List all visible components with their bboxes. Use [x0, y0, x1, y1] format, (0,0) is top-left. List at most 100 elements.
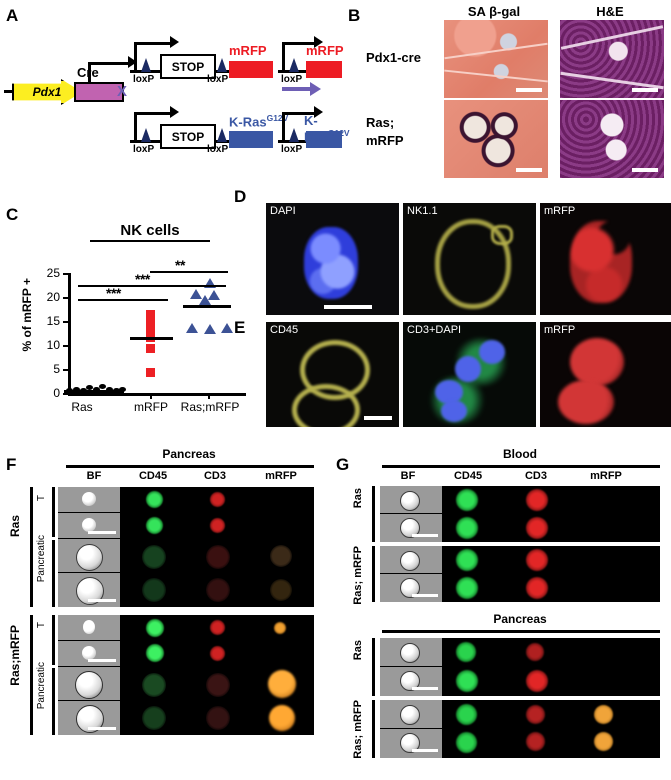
panel-b-row-label-0: Pdx1-cre: [366, 50, 421, 65]
panel-c-xtick-rasmrfp: Ras;mRFP: [180, 400, 240, 414]
data-point: [106, 387, 113, 392]
panel-c-y-axis-label: % of mRFP +: [20, 278, 34, 352]
loxp-site-icon: [141, 58, 151, 72]
mean-line-rasmrfp: [183, 305, 231, 308]
panel-e-label-mrfp: mRFP: [544, 324, 576, 336]
panel-c-ytick-0: 0: [53, 386, 60, 400]
panel-f-group-label-ras: Ras: [8, 515, 22, 538]
data-point: [146, 344, 155, 353]
data-point: [204, 324, 216, 334]
panel-g-tissue-blood: Blood: [503, 447, 537, 461]
data-point: [204, 278, 216, 288]
panel-g-tissue-pancreas: Pancreas: [493, 612, 547, 626]
panel-e-image-mrfp: mRFP: [540, 322, 671, 427]
panel-f-block-ras: [58, 487, 314, 607]
panel-c-ytick-15: 15: [46, 314, 60, 328]
sig-bar-mrfp-rasmrfp: [150, 271, 228, 273]
panel-g-pancreas-group-rasmrfp: Ras; mRFP: [352, 700, 364, 759]
panel-c-ytick-20: 20: [46, 290, 60, 304]
mrfp-box: [306, 61, 342, 78]
cross-symbol: X: [117, 83, 128, 100]
panel-d-image-mrfp: mRFP: [540, 203, 671, 315]
loxp-site-icon: [217, 128, 227, 142]
panel-b-image-he-rasmrfp: [560, 100, 664, 178]
panel-g-block-blood-rasmrfp: [380, 546, 660, 602]
panel-g-blood-group-rasmrfp: Ras; mRFP: [352, 546, 364, 605]
data-point: [146, 318, 155, 327]
cre-box: [74, 82, 124, 102]
loxp-site-icon: [289, 58, 299, 72]
panel-g-col-bf: BF: [400, 470, 416, 482]
loxp-label: loxP: [207, 74, 229, 85]
sig-bar-ras-mrfp: [78, 299, 168, 301]
kras-label: K-RasG12V: [229, 113, 288, 129]
panel-f-subrow-pancreatic: Pancreatic: [36, 535, 47, 583]
panel-b-image-he-pdx1cre: [560, 20, 664, 98]
data-point: [146, 368, 155, 377]
data-point: [208, 290, 220, 300]
panel-e-label-cd3dapi: CD3+DAPI: [407, 324, 462, 336]
cre-label: Cre: [77, 65, 99, 80]
panel-c-ytick-10: 10: [46, 338, 60, 352]
panel-f-subrow-t: T: [36, 622, 47, 629]
panel-f-col-bf: BF: [86, 470, 102, 482]
panel-c-title: NK cells: [90, 222, 210, 242]
sig-bar-ras-rasmrfp: [78, 285, 226, 287]
panel-a-letter: A: [6, 6, 19, 25]
panel-c-plot: % of mRFP + 25 20 15 10 5 0 Ras mRFP Ras…: [20, 257, 250, 414]
panel-f-subrow-t: T: [36, 495, 47, 502]
recombination-arrow-icon: [310, 82, 321, 96]
panel-d-label-nk11: NK1.1: [407, 205, 438, 217]
kras-box: [229, 131, 273, 148]
kras-superscript: G12V: [327, 128, 350, 138]
loxp-site-icon: [141, 128, 151, 142]
data-point: [146, 327, 155, 336]
panel-c-xtick-ras: Ras: [71, 400, 93, 414]
data-point: [93, 387, 100, 392]
data-point: [99, 384, 106, 389]
stop-cassette: STOP: [160, 124, 216, 149]
loxp-site-icon: [289, 128, 299, 142]
panel-g-col-cd45: CD45: [453, 470, 483, 482]
mrfp-label: mRFP: [306, 43, 344, 58]
panel-e-label-cd45: CD45: [270, 324, 299, 336]
panel-e-image-cd3dapi: CD3+DAPI: [403, 322, 536, 427]
panel-c-ytick-5: 5: [53, 362, 60, 376]
panel-f-col-mrfp: mRFP: [265, 470, 297, 482]
panel-e-image-cd45: CD45: [266, 322, 399, 427]
mean-line-ras: [64, 390, 124, 393]
panel-e-letter: E: [234, 318, 246, 337]
loxp-label: loxP: [281, 74, 303, 85]
panel-g-letter: G: [336, 455, 350, 474]
kras-superscript: G12V: [266, 113, 289, 123]
stop-cassette: STOP: [160, 54, 216, 79]
panel-e-scalebar: [364, 416, 392, 420]
data-point: [221, 323, 233, 333]
panel-g-block-pancreas-ras: [380, 638, 660, 696]
sig-star-ras-mrfp: ***: [106, 285, 121, 301]
panel-f-subrow-pancreatic: Pancreatic: [36, 662, 47, 710]
panel-f-col-cd3: CD3: [203, 470, 226, 482]
panel-f-group-label-rasmrfp: Ras;mRFP: [8, 625, 22, 686]
panel-c-xtick-mrfp: mRFP: [134, 400, 168, 414]
kras-text: K-Ras: [304, 113, 328, 145]
data-point: [186, 323, 198, 333]
data-point: [73, 387, 80, 392]
panel-c-letter: C: [6, 205, 19, 224]
pdx1-promoter-arrow: Pdx1: [12, 79, 82, 105]
loxp-label: loxP: [133, 144, 155, 155]
panel-g-block-blood-ras: [380, 486, 660, 542]
mrfp-box: [229, 61, 273, 78]
panel-a-diagram: Pdx1 Cre X loxP STOP loxP mRFP loxP mRFP…: [0, 20, 350, 180]
kras-label: K-RasG12V: [304, 113, 350, 144]
panel-g-block-pancreas-rasmrfp: [380, 700, 660, 758]
data-point: [199, 295, 211, 305]
data-point: [190, 289, 202, 299]
loxp-site-icon: [217, 58, 227, 72]
loxp-label: loxP: [133, 74, 155, 85]
panel-f-block-rasmrfp: [58, 615, 314, 735]
mrfp-label: mRFP: [229, 43, 267, 58]
panel-f-tissue-header: Pancreas: [162, 447, 216, 461]
panel-d-label-dapi: DAPI: [270, 205, 296, 217]
panel-g-col-cd3: CD3: [524, 470, 547, 482]
